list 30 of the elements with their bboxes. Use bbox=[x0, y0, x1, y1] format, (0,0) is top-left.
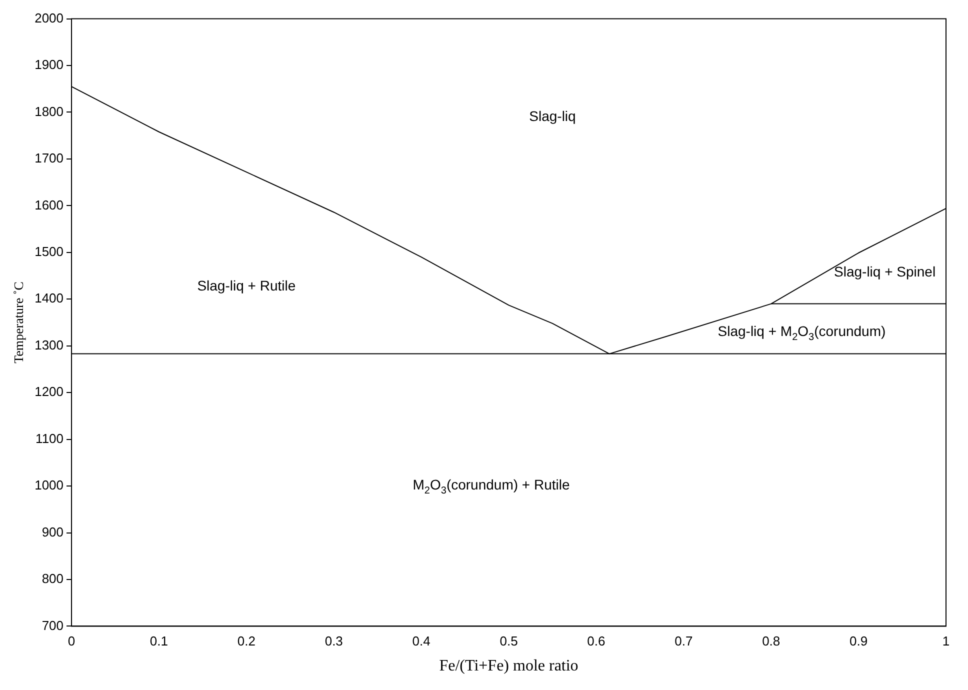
y-axis-title: Temperature ˚C bbox=[11, 282, 26, 364]
y-tick-label: 1400 bbox=[34, 290, 64, 306]
y-tick-label: 700 bbox=[42, 618, 64, 633]
x-tick-label: 0.9 bbox=[850, 634, 868, 649]
y-tick-label: 900 bbox=[42, 524, 64, 540]
y-tick-label: 800 bbox=[42, 571, 64, 586]
y-tick-label: 1200 bbox=[34, 384, 64, 400]
y-tick-label: 1800 bbox=[34, 104, 64, 119]
x-tick-label: 0.6 bbox=[587, 634, 606, 649]
x-tick-label: 0.1 bbox=[150, 634, 168, 649]
y-tick-label: 1600 bbox=[34, 197, 64, 212]
x-tick-label: 1 bbox=[942, 634, 950, 649]
x-tick-label: 0.5 bbox=[500, 634, 518, 649]
annotation: Slag-liq + Rutile bbox=[197, 278, 296, 294]
x-tick-label: 0.7 bbox=[674, 634, 693, 649]
y-tick-label: 1000 bbox=[34, 478, 64, 493]
x-tick-label: 0.2 bbox=[237, 634, 256, 649]
annotation: Slag-liq + Spinel bbox=[834, 264, 936, 280]
y-tick-label: 2000 bbox=[34, 10, 64, 26]
x-tick-label: 0.3 bbox=[324, 634, 343, 649]
annotation: Slag-liq bbox=[529, 108, 576, 124]
y-tick-label: 1500 bbox=[34, 244, 64, 259]
y-tick-label: 1700 bbox=[34, 150, 64, 166]
x-tick-label: 0.8 bbox=[762, 634, 780, 649]
y-tick-label: 1100 bbox=[36, 430, 64, 446]
y-tick-label: 1900 bbox=[34, 57, 64, 72]
x-tick-label: 0.4 bbox=[412, 634, 430, 649]
x-tick-label: 0 bbox=[68, 634, 76, 649]
x-axis-title: Fe/(Ti+Fe) mole ratio bbox=[439, 658, 578, 675]
y-tick-label: 1300 bbox=[34, 337, 64, 352]
